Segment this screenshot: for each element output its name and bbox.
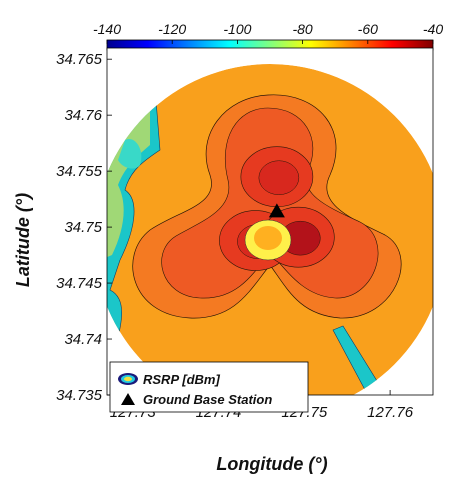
legend-station-label: Ground Base Station [143, 392, 272, 407]
legend-triangle-icon [121, 393, 135, 405]
x-axis-title: Longitude (°) [216, 454, 327, 474]
colorbar-tick-label: -80 [292, 21, 312, 37]
y-tick-label: 34.765 [56, 51, 103, 68]
base-station-marker [268, 203, 285, 218]
y-axis-ticks: 34.735 34.74 34.745 34.75 34.755 34.76 34.765 [56, 51, 112, 404]
x-tick-label: 127.76 [367, 404, 414, 421]
y-tick-label: 34.745 [56, 275, 103, 292]
lobe-peak-1 [258, 160, 300, 195]
colorbar: -140 -120 -100 -80 -60 -40 [93, 21, 443, 51]
base-station-marker-group [268, 203, 285, 218]
y-axis-title: Latitude (°) [13, 193, 33, 287]
colorbar-tick-label: -60 [358, 21, 378, 37]
y-tick-label: 34.75 [64, 219, 102, 236]
legend: RSRP [dBm] Ground Base Station [109, 361, 309, 413]
colorbar-tick-label: -140 [93, 21, 121, 37]
legend-rsrp-icon [118, 373, 138, 385]
station-hotspot [244, 219, 292, 261]
bay-low-signal [118, 139, 142, 169]
y-tick-label: 34.735 [56, 387, 103, 404]
plot-area: 127.73 127.74 127.75 127.76 34.73534.7434.7… [56, 47, 434, 421]
y-tick-label: 34.74 [64, 331, 102, 348]
station-hotspot-orange [254, 226, 282, 250]
colorbar-tick-label: -120 [158, 21, 186, 37]
y-tick-label: 34.755 [56, 163, 103, 180]
colorbar-tick-label: -40 [423, 21, 443, 37]
legend-rsrp-label: RSRP [dBm] [143, 372, 220, 387]
legend-box [109, 361, 309, 413]
colorbar-tick-label: -100 [223, 21, 251, 37]
colorbar-ticks: -140 -120 -100 -80 -60 -40 [93, 21, 443, 44]
y-tick-label: 34.76 [64, 107, 102, 124]
